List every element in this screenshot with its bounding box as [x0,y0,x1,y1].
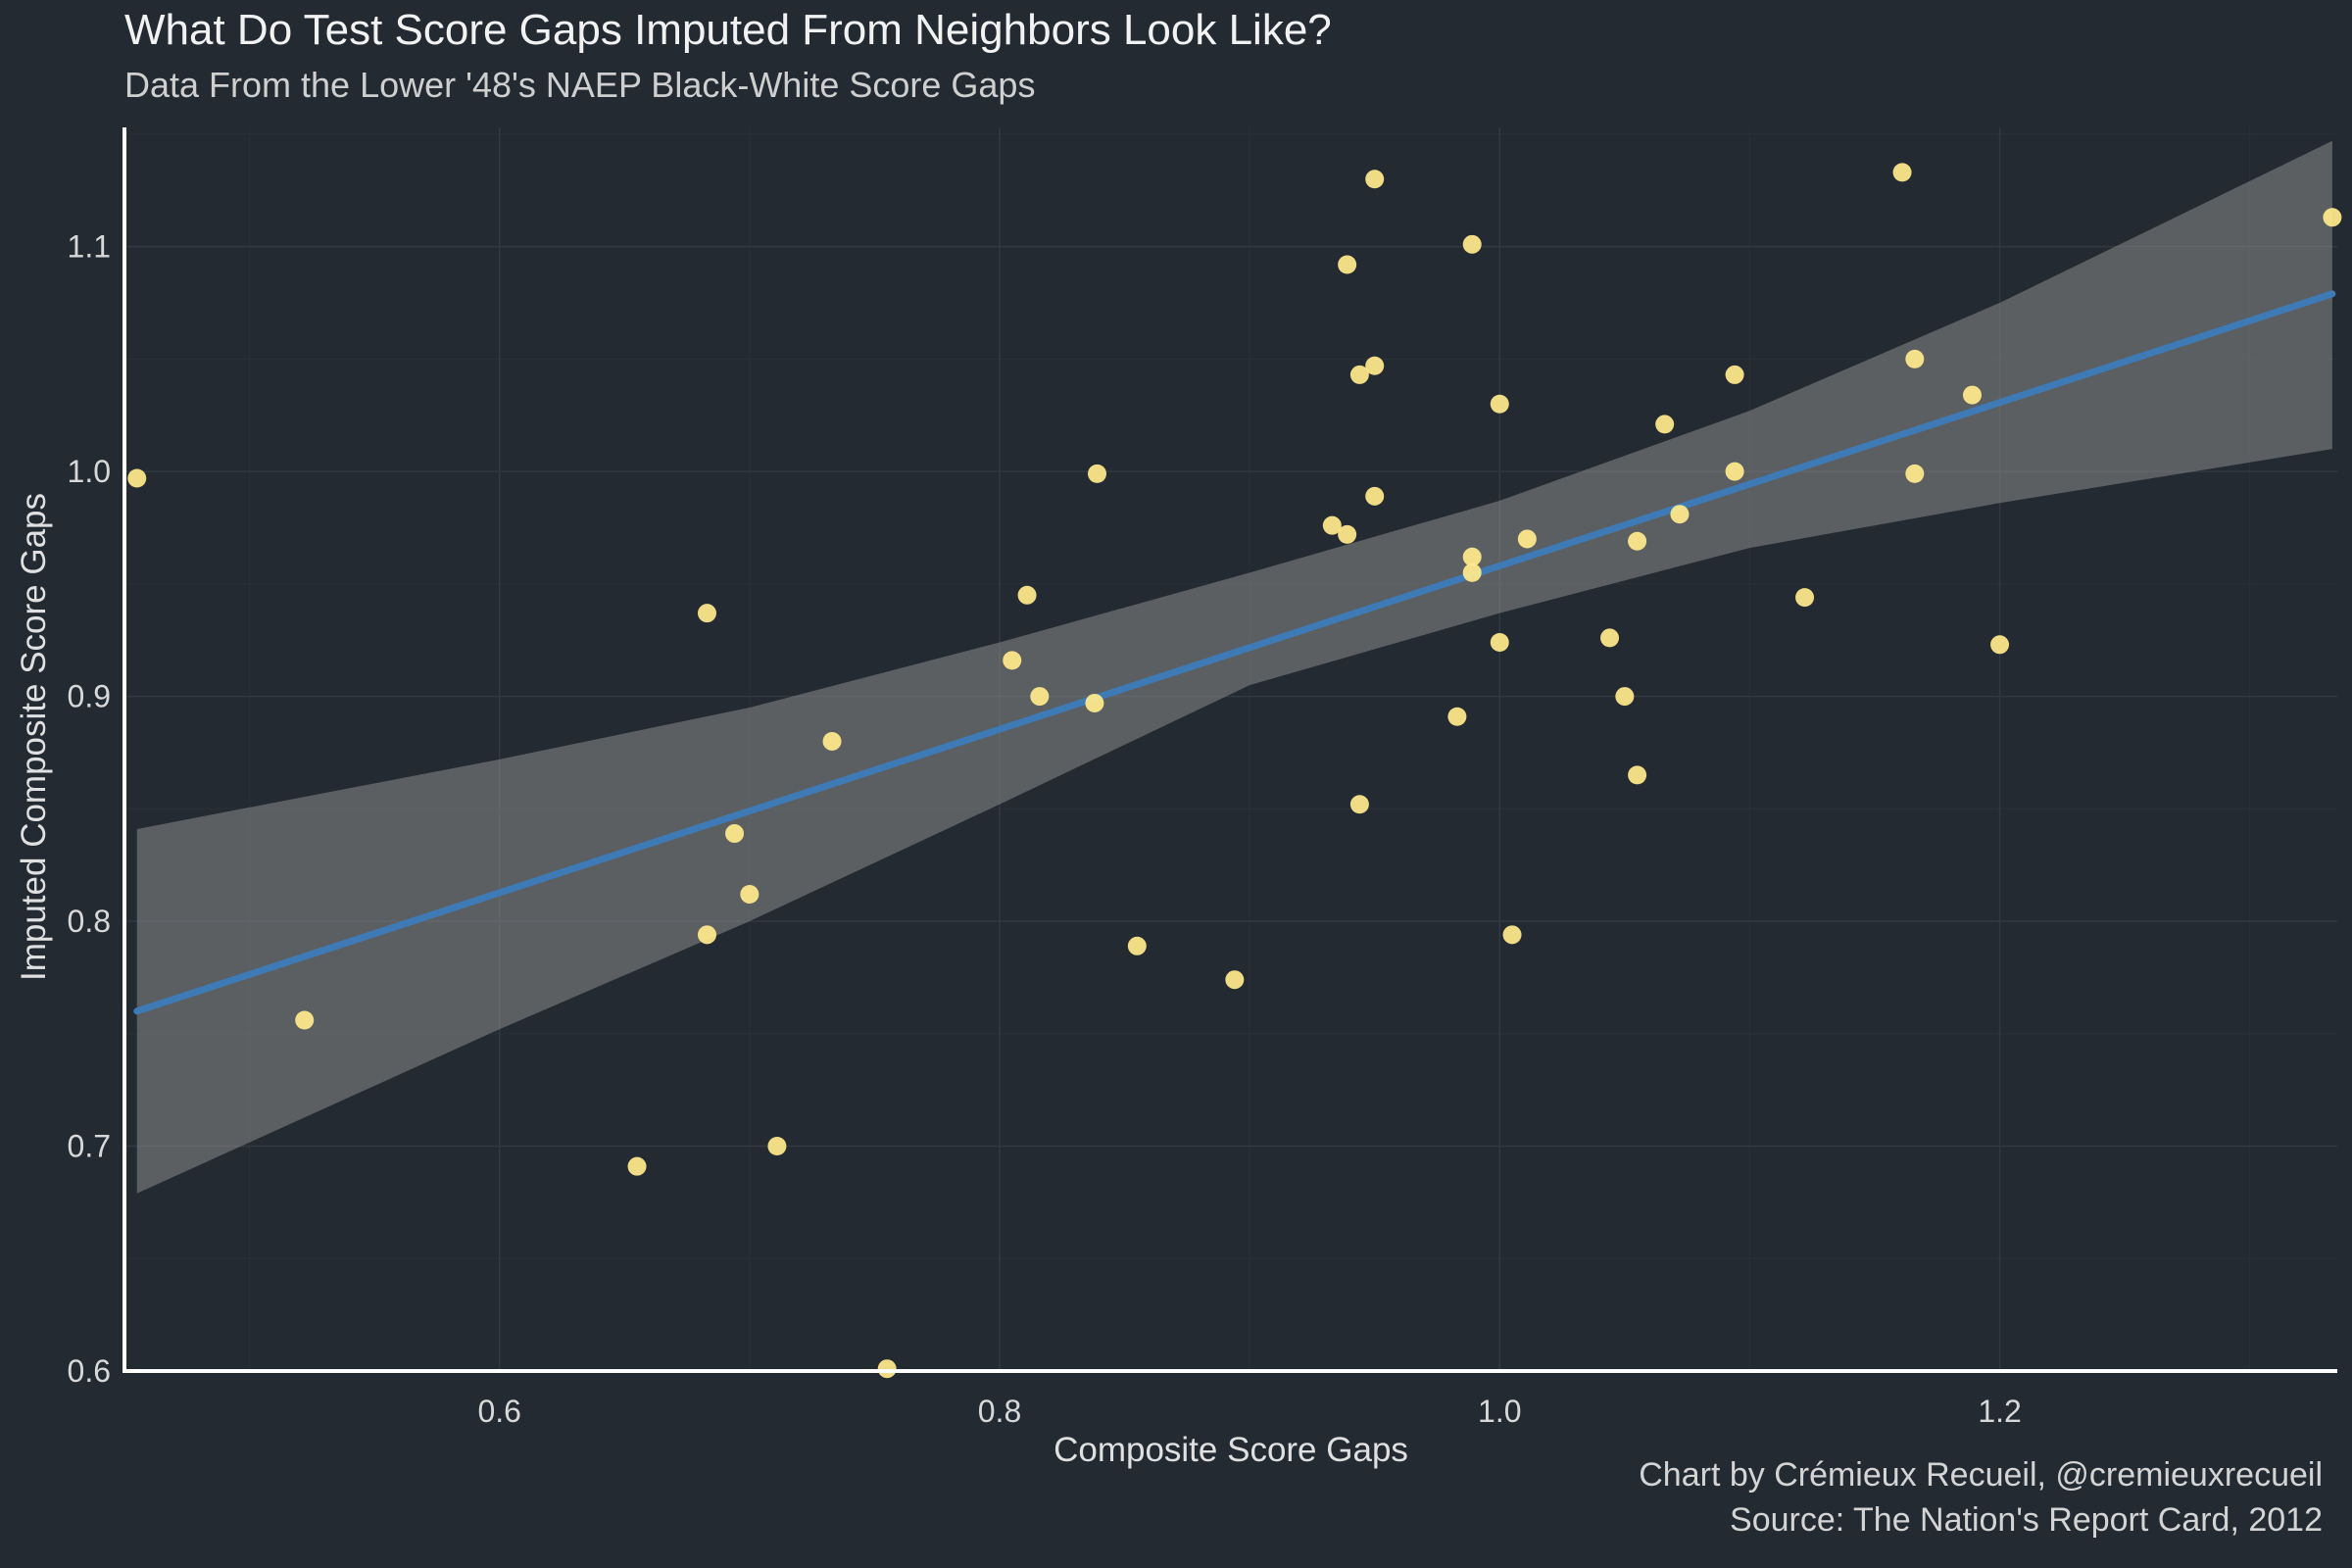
data-point [1030,687,1050,707]
x-tick-label: 0.8 [978,1394,1021,1429]
data-point [1655,415,1675,434]
y-tick-label: 1.1 [68,229,111,265]
data-point [1490,394,1509,414]
data-point [822,731,842,751]
data-point [1447,707,1467,726]
data-point [1502,925,1522,945]
y-tick-label: 1.0 [68,454,111,489]
data-point [1225,970,1245,990]
data-point [1600,628,1620,648]
data-point [1517,529,1537,549]
confidence-band-layer [136,140,2332,1194]
data-point [1725,462,1744,481]
data-point [1127,936,1147,956]
data-point [1490,632,1509,652]
regression-line [133,290,2336,1015]
data-point [1338,255,1357,274]
axes-layer [122,127,2337,1373]
data-point [1615,687,1635,707]
data-point [725,824,745,844]
x-tick-label: 1.2 [1978,1394,2021,1429]
data-point [1365,486,1385,506]
data-point [2323,208,2342,227]
chart-title: What Do Test Score Gaps Imputed From Nei… [124,6,1332,54]
data-point [1892,163,1912,182]
data-point [1725,365,1744,384]
y-tick-label: 0.8 [68,904,111,939]
data-point [1628,765,1647,785]
data-point [295,1010,315,1030]
data-point [127,468,147,488]
y-tick-label: 0.9 [68,679,111,714]
x-tick-label: 1.0 [1478,1394,1521,1429]
data-point [1462,563,1482,582]
data-point [1349,365,1369,384]
data-point [697,925,716,945]
chart-subtitle: Data From the Lower '48's NAEP Black-Whi… [124,65,1036,105]
data-point [1087,464,1106,483]
y-tick-label: 0.6 [68,1353,111,1389]
data-point [1905,464,1925,483]
points-layer [127,163,2342,1379]
data-point [1795,588,1815,608]
data-point [697,604,716,623]
data-point [1085,693,1104,712]
data-point [1365,356,1385,375]
data-point [740,885,760,905]
confidence-band [136,140,2332,1194]
y-axis-label: Imputed Composite Score Gaps [15,493,53,981]
data-point [1003,651,1022,670]
regression-line-layer [133,290,2336,1015]
caption-source: Source: The Nation's Report Card, 2012 [1730,1501,2323,1539]
data-point [1349,795,1369,814]
data-point [1017,585,1037,605]
data-point [1962,385,1982,405]
data-point [1462,234,1482,254]
caption-credit: Chart by Crémieux Recueil, @cremieuxrecu… [1639,1456,2323,1494]
data-point [1322,515,1342,535]
data-point [627,1156,647,1176]
data-point [767,1137,787,1156]
x-axis-label: Composite Score Gaps [1054,1431,1408,1469]
data-point [1670,505,1690,524]
data-point [1990,635,2010,655]
data-point [1628,531,1647,551]
data-point [1338,524,1357,544]
y-tick-label: 0.7 [68,1129,111,1164]
x-tick-label: 0.6 [477,1394,520,1429]
tick-labels: 0.6 0.8 1.0 1.2 0.6 0.7 0.8 0.9 1.0 1.1 [68,229,2022,1429]
data-point [1462,547,1482,566]
data-point [877,1359,897,1379]
data-point [1365,170,1385,189]
data-point [1905,349,1925,368]
